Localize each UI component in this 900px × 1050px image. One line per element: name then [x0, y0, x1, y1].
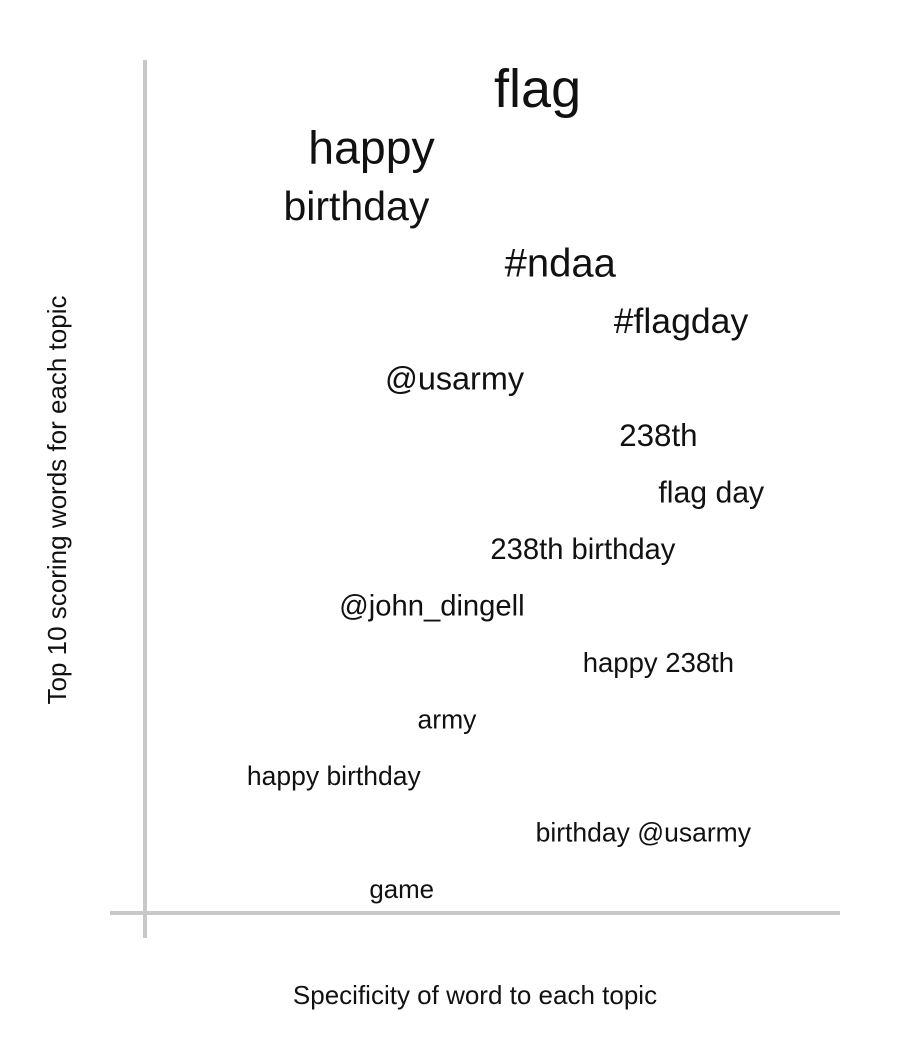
word-label: birthday [283, 183, 429, 229]
word-labels: flag happy birthday #ndaa #flagday @usarmy 238… [247, 59, 765, 904]
word-label: #ndaa [505, 242, 617, 286]
word-label: flag [494, 59, 581, 119]
word-label: army [418, 705, 478, 735]
y-axis-title: Top 10 scoring words for each topic [42, 296, 72, 705]
word-label: flag day [658, 477, 765, 510]
word-label: @john_dingell [339, 591, 524, 623]
word-label: game [369, 876, 434, 904]
word-label: 238th birthday [490, 534, 675, 566]
word-label: #flagday [614, 301, 749, 341]
word-label: birthday @usarmy [536, 818, 752, 848]
word-label: happy 238th [583, 647, 734, 678]
x-axis-title: Specificity of word to each topic [293, 980, 657, 1010]
word-label: happy birthday [247, 761, 422, 791]
word-label: happy [308, 122, 435, 174]
word-label: @usarmy [385, 361, 525, 397]
word-label: 238th [619, 418, 697, 453]
